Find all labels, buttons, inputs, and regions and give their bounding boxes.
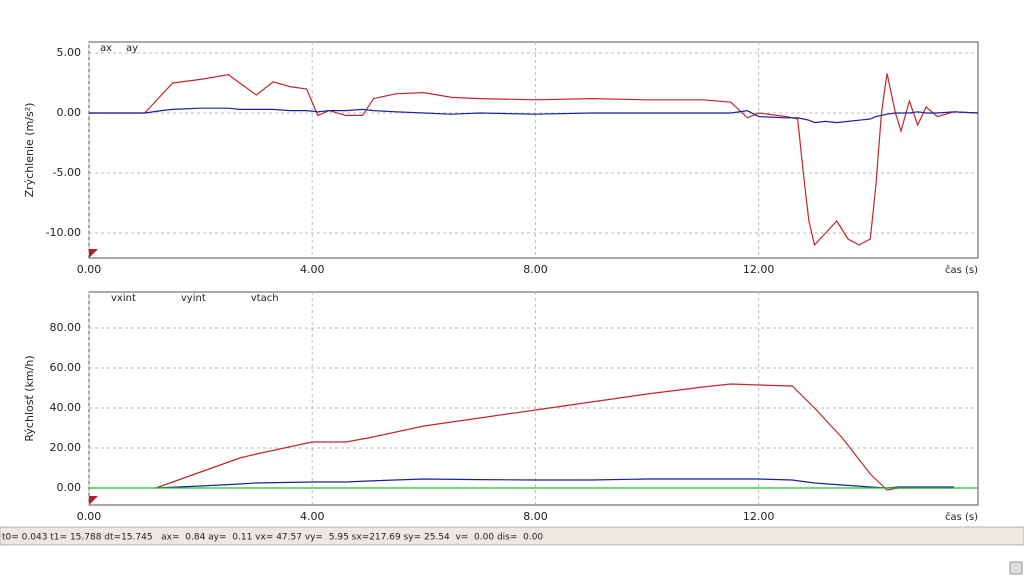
x-tick-label: 8.00 [523, 263, 548, 276]
series-line [155, 383, 954, 491]
status-bar [0, 526, 1024, 546]
y-tick-label: 0.00 [57, 106, 82, 119]
x-axis-label: čas (s) [945, 264, 978, 276]
plot-area [88, 41, 979, 259]
y-axis-label: Rýchlosť (km/h) [23, 355, 36, 441]
x-tick-label: 0.00 [77, 263, 102, 276]
x-tick-label: 0.00 [77, 510, 102, 523]
x-tick-label: 4.00 [300, 263, 325, 276]
cursor-marker [89, 496, 98, 505]
y-tick-label: -5.00 [53, 166, 81, 179]
y-tick-label: 80.00 [50, 321, 82, 334]
series-line [89, 107, 979, 124]
legend-entry: ay [126, 43, 138, 54]
legend-entry: vtach [251, 293, 279, 304]
legend-entry: ax [100, 43, 112, 54]
y-axis-label: Zrýchlenie (m/s²) [23, 103, 36, 198]
y-tick-label: 20.00 [50, 441, 82, 454]
legend-entry: vxint [111, 293, 136, 304]
x-tick-label: 12.00 [743, 263, 775, 276]
plot-area [88, 291, 979, 506]
x-axis-label: čas (s) [945, 511, 978, 523]
status-text: t0= 0.043 t1= 15.788 dt=15.745 ax= 0.84 … [2, 533, 543, 543]
x-tick-label: 8.00 [523, 510, 548, 523]
series-line [89, 73, 979, 247]
y-tick-label: 60.00 [50, 361, 82, 374]
resize-grip[interactable] [1009, 561, 1023, 575]
x-tick-label: 12.00 [743, 510, 775, 523]
series-line [155, 478, 954, 489]
y-tick-label: 40.00 [50, 401, 82, 414]
y-tick-label: -10.00 [46, 226, 81, 239]
x-tick-label: 4.00 [300, 510, 325, 523]
y-tick-label: 5.00 [57, 46, 82, 59]
y-tick-label: 0.00 [57, 481, 82, 494]
legend-entry: vyint [181, 293, 206, 304]
cursor-marker [89, 249, 98, 258]
